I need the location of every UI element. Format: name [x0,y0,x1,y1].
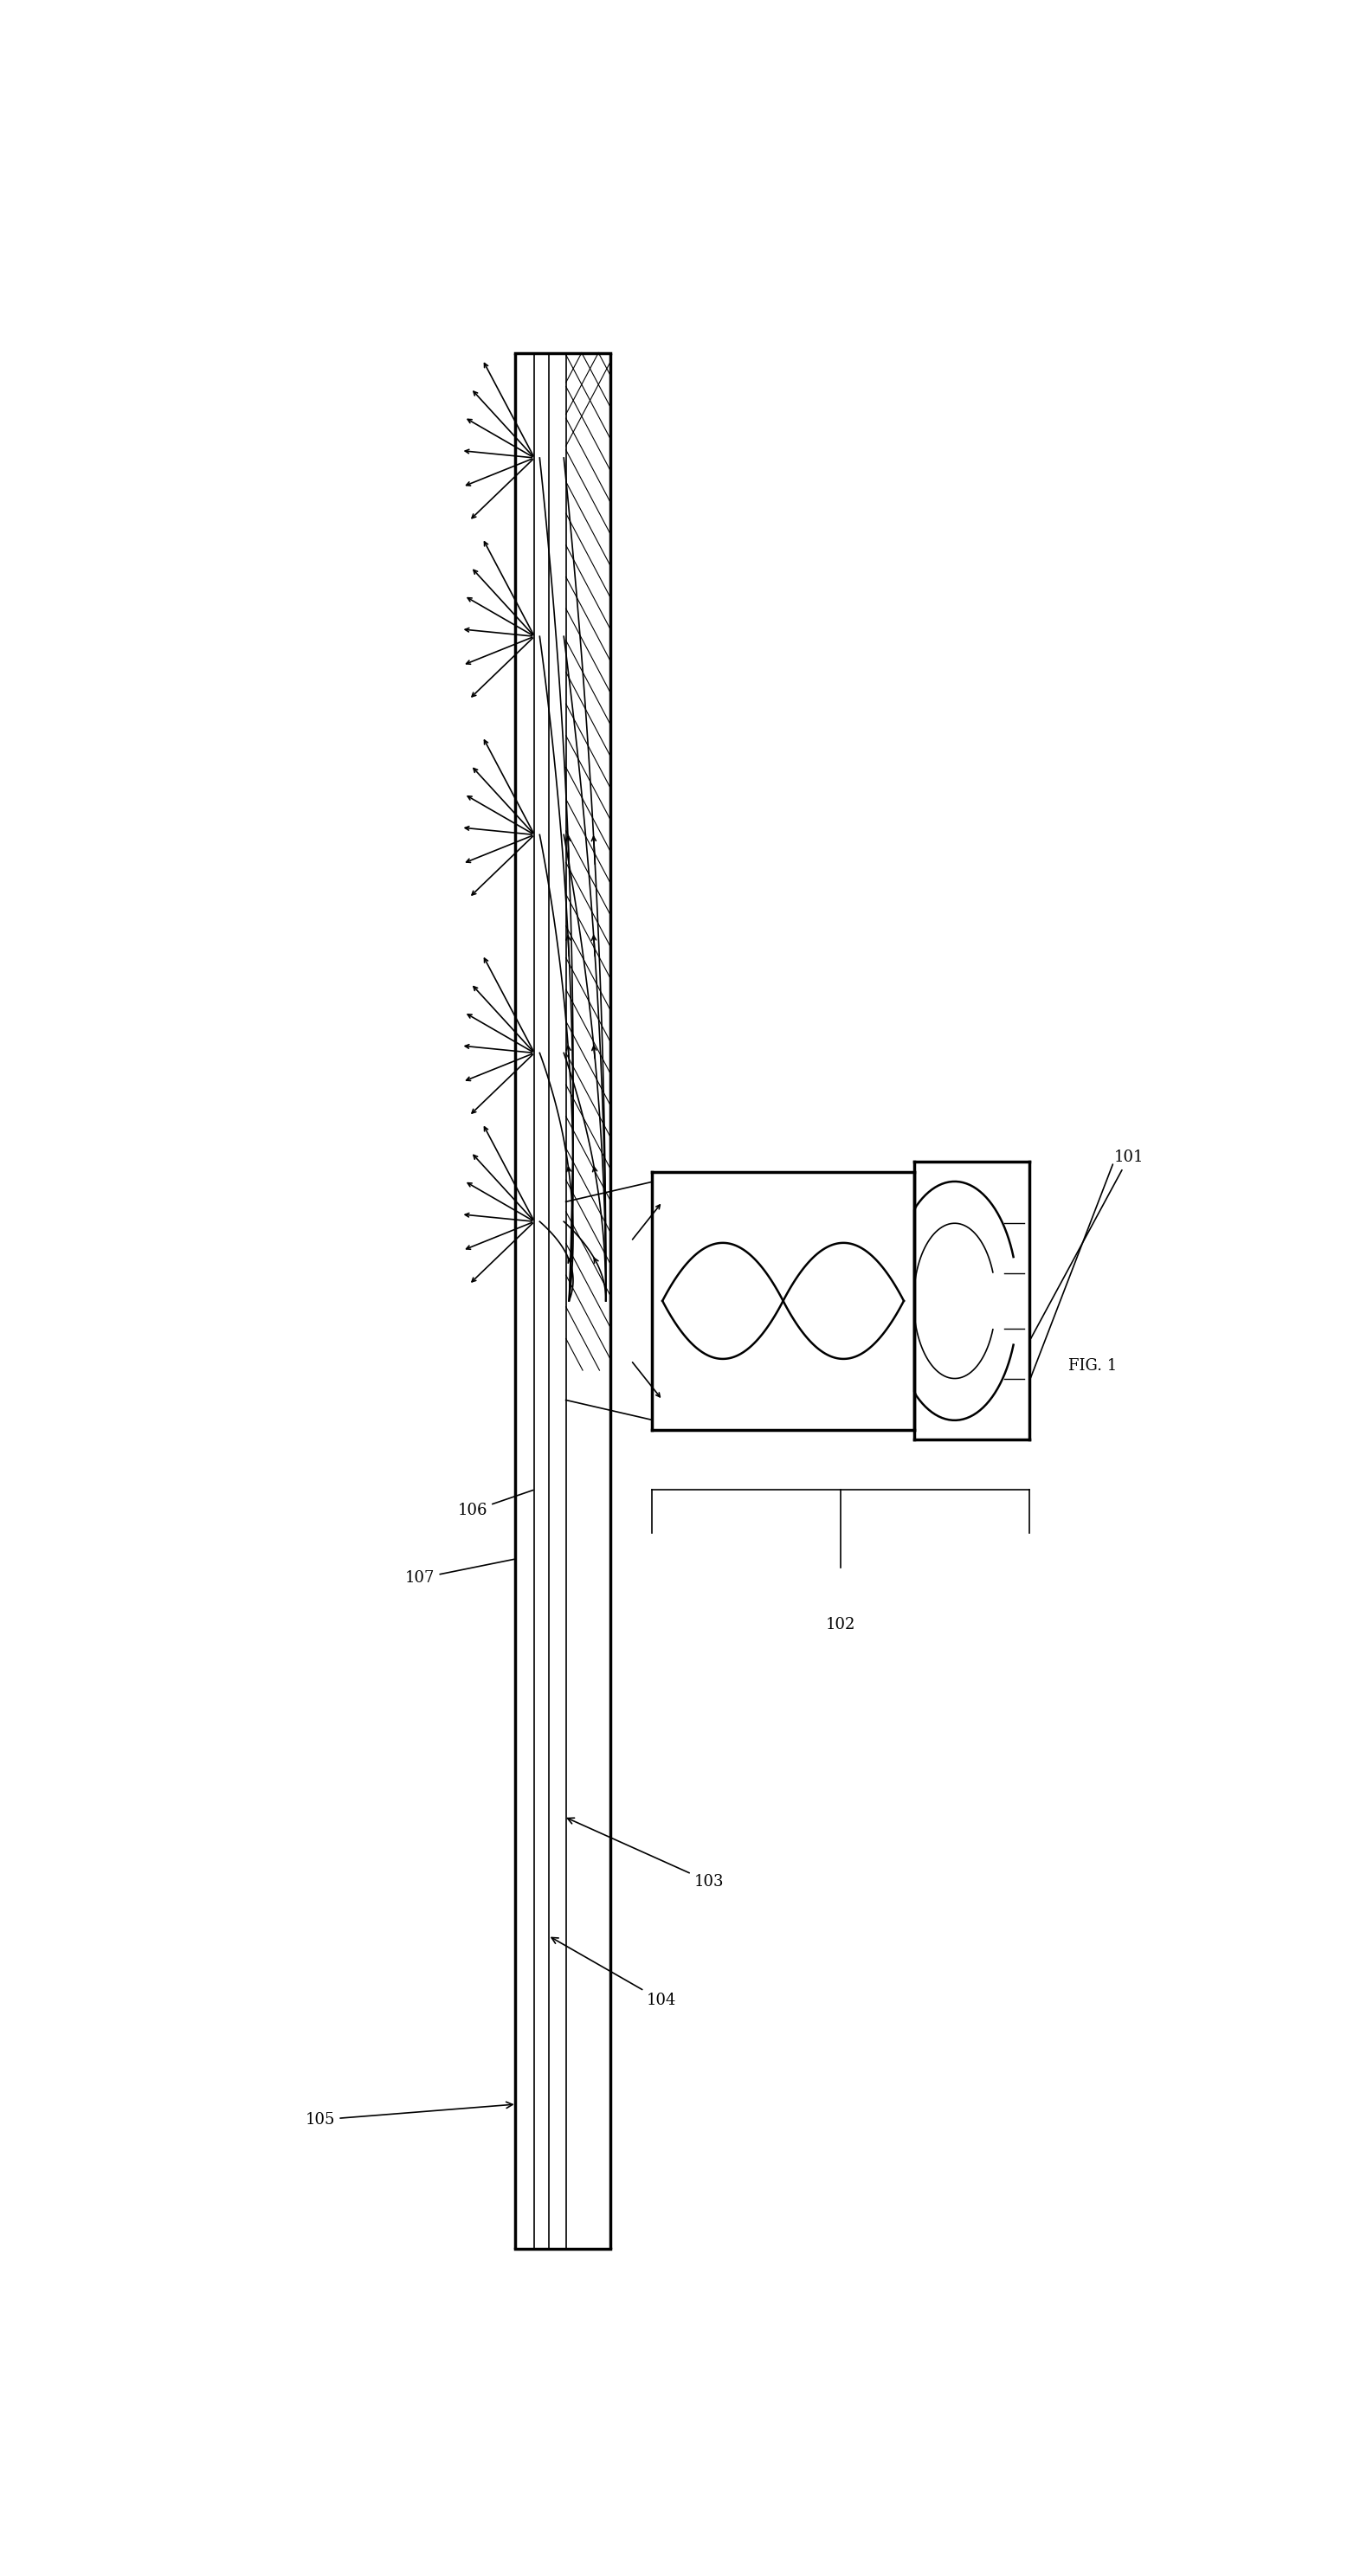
Text: 106: 106 [458,1489,533,1520]
Text: 104: 104 [551,1937,677,2009]
Text: 101: 101 [1030,1149,1144,1340]
Text: 105: 105 [306,2102,513,2128]
Text: 107: 107 [405,1558,515,1587]
Text: FIG. 1: FIG. 1 [1068,1358,1117,1373]
Text: 102: 102 [826,1618,856,1633]
Text: 103: 103 [567,1819,724,1888]
